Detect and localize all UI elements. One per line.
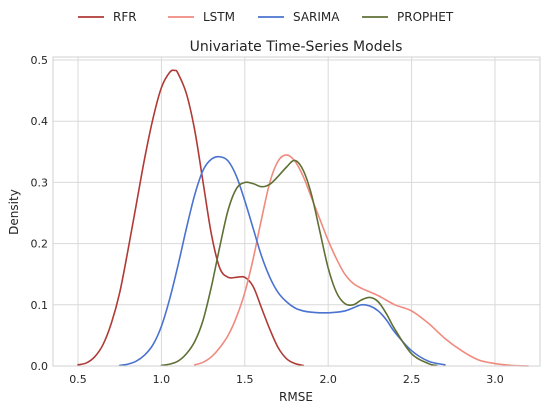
legend-label-prophet: PROPHET	[397, 10, 454, 24]
x-tick-label: 2.5	[403, 373, 421, 386]
x-tick-label: 1.5	[236, 373, 254, 386]
chart-title: Univariate Time-Series Models	[190, 39, 403, 55]
grid	[53, 57, 540, 367]
series-line-prophet	[160, 159, 438, 367]
x-tick-label: 0.5	[69, 373, 87, 386]
x-axis-label: RMSE	[279, 390, 313, 404]
y-tick-label: 0.2	[31, 238, 49, 251]
y-axis: 0.0 0.1 0.2 0.3 0.4 0.5	[31, 54, 49, 373]
y-tick-label: 0.3	[31, 176, 49, 189]
y-tick-label: 0.5	[31, 54, 49, 67]
y-tick-label: 0.0	[31, 360, 49, 373]
y-tick-label: 0.4	[31, 115, 49, 128]
series-line-sarima	[118, 155, 446, 367]
y-tick-label: 0.1	[31, 299, 49, 312]
plot-frame	[52, 56, 541, 367]
x-tick-label: 3.0	[486, 373, 504, 386]
series-layer	[77, 69, 530, 367]
legend-label-rfr: RFR	[113, 10, 137, 24]
y-axis-label: Density	[7, 189, 21, 235]
series-line-rfr	[77, 69, 304, 367]
x-tick-label: 1.0	[153, 373, 171, 386]
x-tick-label: 2.0	[319, 373, 337, 386]
legend: RFR LSTM SARIMA PROPHET	[78, 10, 454, 24]
x-axis: 0.5 1.0 1.5 2.0 2.5 3.0	[69, 373, 503, 386]
legend-label-lstm: LSTM	[203, 10, 235, 24]
series-line-lstm	[193, 154, 530, 367]
legend-label-sarima: SARIMA	[293, 10, 340, 24]
